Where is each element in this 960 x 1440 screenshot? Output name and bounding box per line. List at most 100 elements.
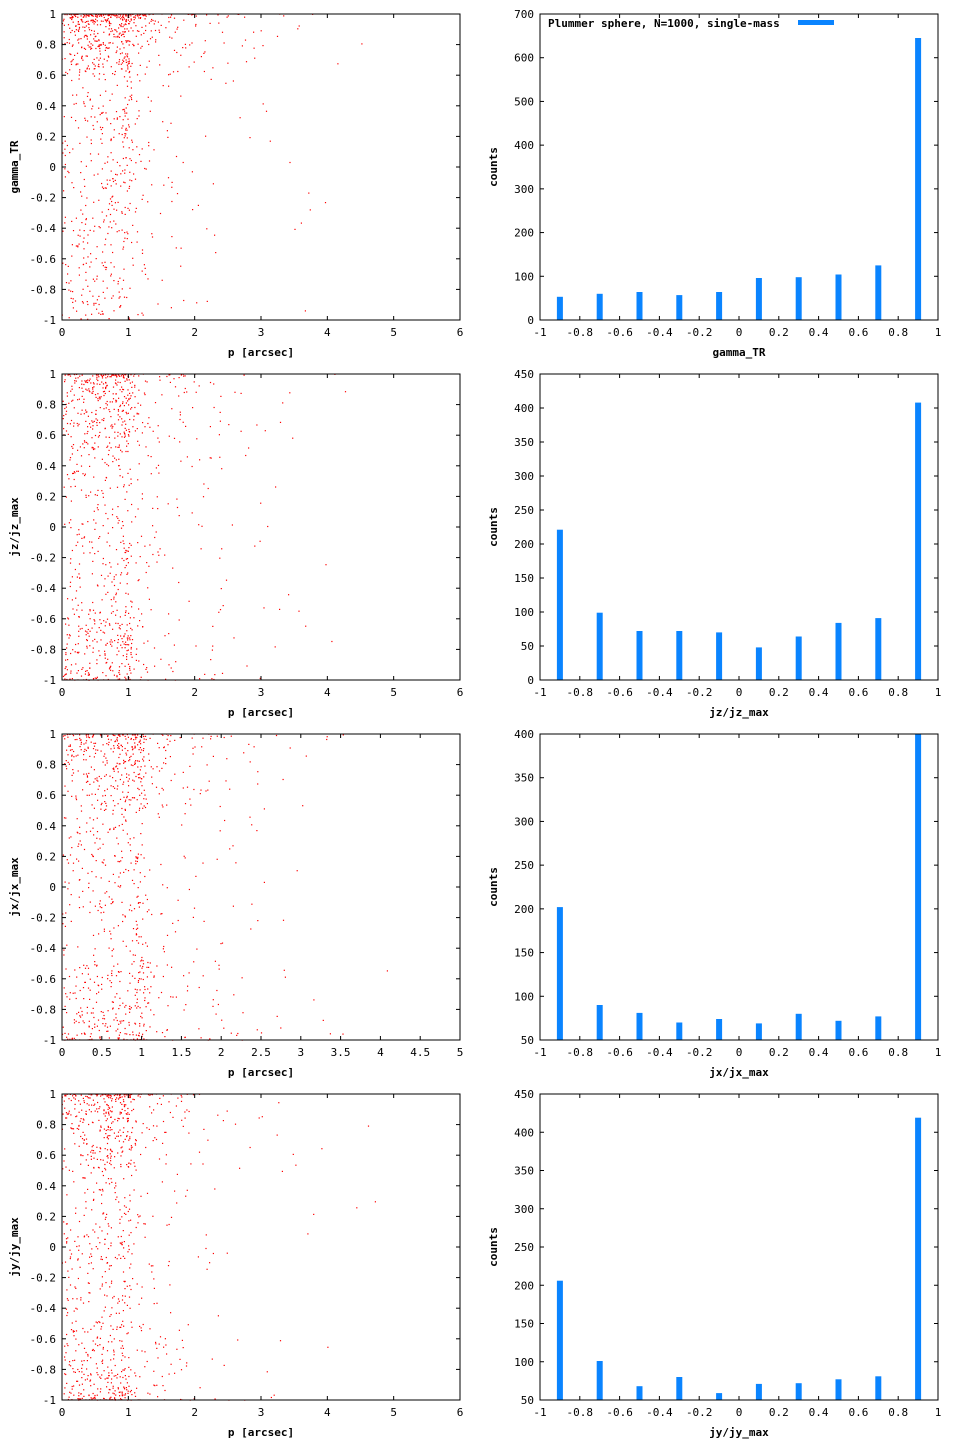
- data-point: [98, 78, 100, 80]
- data-point: [129, 622, 131, 625]
- data-point: [113, 747, 115, 749]
- data-point: [110, 425, 112, 427]
- y-tick-label: 50: [521, 640, 534, 653]
- data-point: [82, 390, 84, 393]
- data-point: [73, 425, 75, 427]
- data-point: [139, 881, 141, 883]
- data-point: [143, 1223, 145, 1225]
- data-point: [65, 410, 68, 412]
- data-point: [129, 179, 131, 181]
- y-tick-label: 0.4: [36, 460, 56, 473]
- data-point: [146, 1192, 149, 1194]
- data-point: [115, 173, 117, 175]
- data-point: [67, 265, 69, 267]
- y-tick-label: 1: [49, 368, 56, 381]
- data-point: [86, 389, 88, 391]
- data-point: [110, 139, 112, 142]
- data-point: [107, 1248, 110, 1250]
- data-point: [137, 580, 139, 582]
- data-point: [111, 641, 113, 643]
- data-point: [117, 963, 119, 965]
- data-point: [141, 792, 143, 794]
- data-point: [224, 819, 226, 822]
- data-point: [121, 424, 123, 426]
- data-point: [141, 959, 143, 961]
- data-point: [189, 44, 191, 46]
- data-point: [109, 1127, 111, 1129]
- data-point: [97, 398, 99, 400]
- data-point: [263, 607, 265, 609]
- data-point: [107, 1126, 109, 1128]
- data-point: [82, 21, 84, 23]
- data-point: [128, 644, 130, 646]
- data-point: [119, 375, 121, 377]
- data-point: [89, 911, 91, 914]
- data-point: [81, 57, 83, 60]
- data-point: [233, 994, 235, 996]
- data-point: [138, 978, 140, 980]
- data-point: [106, 743, 108, 745]
- data-point: [106, 642, 108, 644]
- data-point: [85, 388, 87, 390]
- data-point: [92, 73, 94, 75]
- data-point: [147, 988, 149, 990]
- bar: [755, 1023, 762, 1040]
- data-point: [81, 523, 83, 525]
- data-point: [65, 1112, 68, 1114]
- data-point: [77, 541, 79, 543]
- data-point: [283, 969, 285, 971]
- data-point: [102, 265, 104, 267]
- data-point: [107, 47, 109, 49]
- data-point: [79, 235, 81, 237]
- data-point: [157, 813, 159, 815]
- y-tick-label: 300: [514, 470, 534, 483]
- bar: [875, 1016, 882, 1040]
- data-point: [78, 879, 80, 881]
- data-point: [123, 1094, 125, 1096]
- data-point: [155, 467, 157, 469]
- data-point: [220, 395, 222, 397]
- data-point: [78, 630, 80, 632]
- data-point: [163, 746, 165, 748]
- data-point: [92, 1340, 94, 1342]
- data-point: [135, 1121, 137, 1123]
- data-point: [167, 177, 170, 179]
- data-point: [89, 618, 91, 620]
- data-point: [174, 386, 177, 388]
- data-point: [172, 922, 174, 924]
- data-point: [143, 1023, 145, 1025]
- data-point: [135, 1169, 137, 1171]
- data-point: [73, 1394, 75, 1396]
- y-tick-label: 400: [514, 1126, 534, 1139]
- data-point: [109, 99, 111, 101]
- data-point: [124, 232, 126, 234]
- data-point: [101, 976, 103, 979]
- data-point: [109, 1107, 111, 1109]
- data-point: [101, 419, 103, 421]
- data-point: [98, 537, 100, 539]
- data-point: [98, 985, 100, 987]
- data-point: [111, 972, 113, 974]
- data-point: [102, 20, 104, 22]
- data-point: [89, 1379, 92, 1381]
- data-point: [119, 1032, 121, 1034]
- data-point: [130, 65, 132, 67]
- data-point: [83, 36, 85, 38]
- data-point: [96, 659, 98, 661]
- data-point: [201, 525, 203, 527]
- bar: [835, 274, 842, 320]
- data-point: [241, 45, 243, 47]
- data-point: [112, 1387, 114, 1389]
- data-point: [84, 380, 86, 382]
- data-point: [66, 647, 68, 649]
- data-point: [133, 1189, 135, 1191]
- data-point: [69, 562, 72, 564]
- data-point: [136, 146, 138, 148]
- data-point: [83, 1100, 85, 1102]
- data-point: [135, 35, 137, 37]
- data-point: [367, 1125, 370, 1127]
- data-point: [77, 246, 79, 248]
- data-point: [111, 30, 114, 32]
- data-point: [121, 1394, 123, 1396]
- data-point: [124, 1280, 126, 1282]
